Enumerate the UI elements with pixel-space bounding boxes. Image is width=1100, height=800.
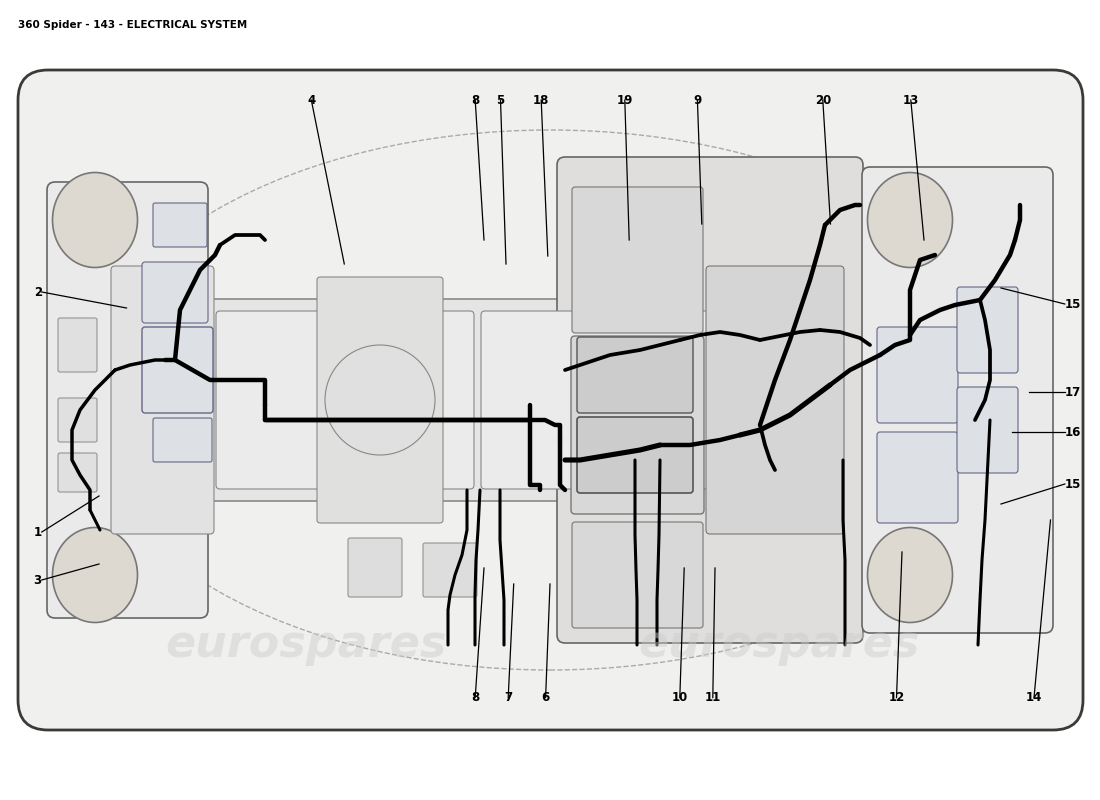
FancyBboxPatch shape: [481, 311, 744, 489]
Circle shape: [324, 345, 435, 455]
FancyBboxPatch shape: [957, 387, 1018, 473]
Text: 14: 14: [1026, 691, 1042, 704]
FancyBboxPatch shape: [348, 538, 402, 597]
FancyBboxPatch shape: [618, 538, 672, 597]
Text: 2: 2: [34, 286, 42, 298]
FancyBboxPatch shape: [58, 398, 97, 442]
Text: 15: 15: [1065, 298, 1081, 310]
Text: eurospares: eurospares: [165, 622, 447, 666]
FancyBboxPatch shape: [58, 318, 97, 372]
FancyBboxPatch shape: [317, 277, 443, 523]
FancyBboxPatch shape: [862, 167, 1053, 633]
Text: 17: 17: [1065, 386, 1081, 398]
Text: 5: 5: [496, 94, 505, 106]
Text: 16: 16: [1065, 426, 1081, 438]
Text: 4: 4: [307, 94, 316, 106]
FancyBboxPatch shape: [424, 543, 477, 597]
FancyBboxPatch shape: [572, 522, 703, 628]
FancyBboxPatch shape: [142, 327, 213, 413]
Text: eurospares: eurospares: [638, 622, 920, 666]
Text: 3: 3: [34, 574, 42, 586]
Text: 8: 8: [471, 94, 480, 106]
FancyBboxPatch shape: [111, 266, 214, 534]
FancyBboxPatch shape: [18, 70, 1083, 730]
Text: 8: 8: [471, 691, 480, 704]
Text: 11: 11: [705, 691, 720, 704]
Text: 13: 13: [903, 94, 918, 106]
FancyBboxPatch shape: [557, 157, 864, 643]
FancyBboxPatch shape: [572, 187, 703, 333]
Ellipse shape: [868, 173, 953, 267]
FancyBboxPatch shape: [142, 262, 208, 323]
Text: 19: 19: [617, 94, 632, 106]
Text: 9: 9: [693, 94, 702, 106]
FancyBboxPatch shape: [204, 299, 756, 501]
Ellipse shape: [53, 173, 138, 267]
FancyBboxPatch shape: [153, 203, 207, 247]
Text: 15: 15: [1065, 478, 1081, 490]
FancyBboxPatch shape: [706, 266, 844, 534]
Text: 360 Spider - 143 - ELECTRICAL SYSTEM: 360 Spider - 143 - ELECTRICAL SYSTEM: [18, 20, 248, 30]
Ellipse shape: [53, 527, 138, 622]
Text: 18: 18: [534, 94, 549, 106]
FancyBboxPatch shape: [153, 418, 212, 462]
FancyBboxPatch shape: [58, 453, 97, 492]
FancyBboxPatch shape: [957, 287, 1018, 373]
FancyBboxPatch shape: [47, 182, 208, 618]
FancyBboxPatch shape: [578, 417, 693, 493]
Text: 1: 1: [34, 526, 42, 538]
FancyBboxPatch shape: [877, 432, 958, 523]
FancyBboxPatch shape: [216, 311, 474, 489]
Text: 12: 12: [889, 691, 904, 704]
Text: 10: 10: [672, 691, 688, 704]
Text: 6: 6: [541, 691, 550, 704]
FancyBboxPatch shape: [877, 327, 958, 423]
Ellipse shape: [868, 527, 953, 622]
FancyBboxPatch shape: [571, 336, 704, 514]
Text: 7: 7: [504, 691, 513, 704]
FancyBboxPatch shape: [578, 337, 693, 413]
Text: 20: 20: [815, 94, 830, 106]
